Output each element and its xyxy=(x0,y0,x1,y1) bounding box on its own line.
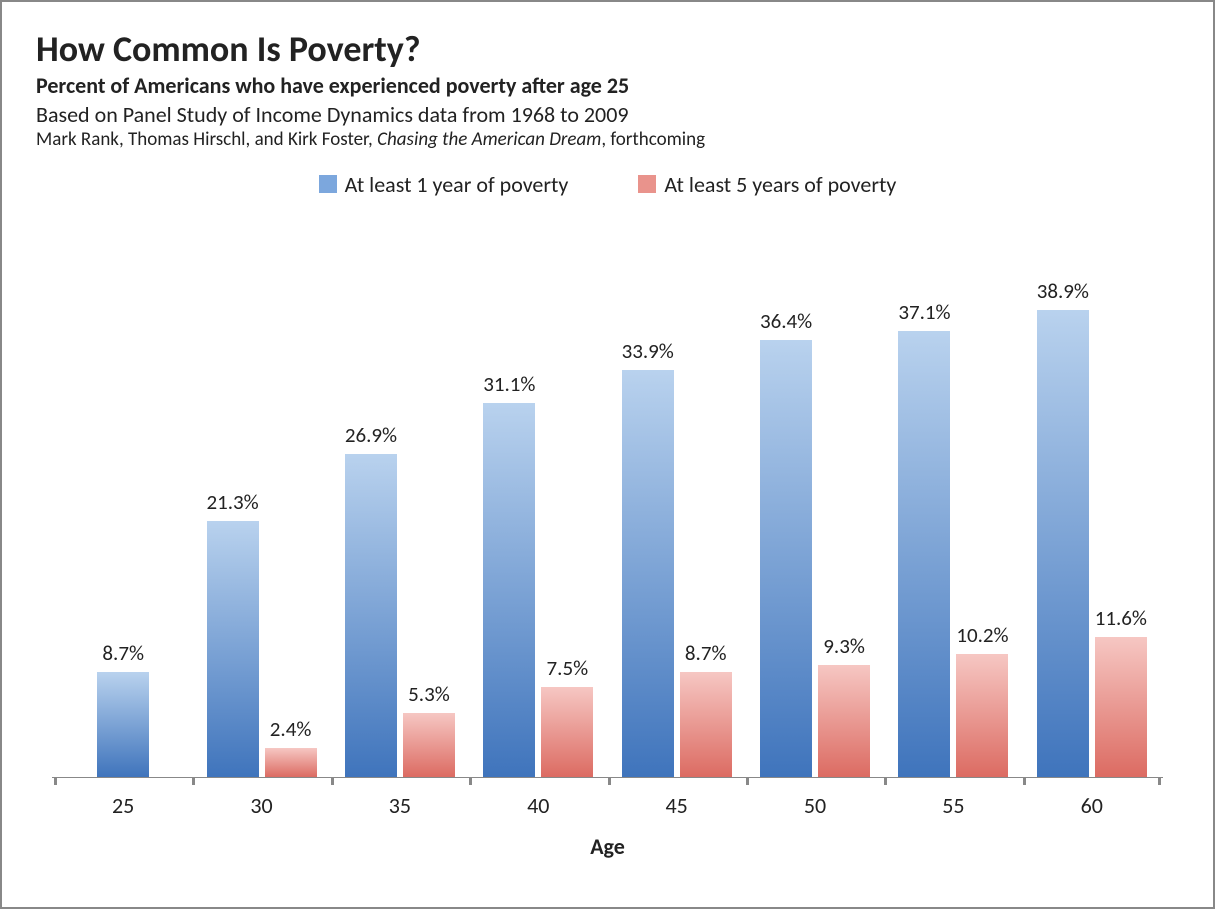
legend-swatch-series1 xyxy=(319,175,337,193)
value-label-series2: 9.3% xyxy=(823,633,865,659)
bar-series2: 10.2% xyxy=(956,654,1008,776)
value-label-series2: 7.5% xyxy=(547,655,589,681)
chart-source: Based on Panel Study of Income Dynamics … xyxy=(36,101,1179,128)
bar-group: 21.3%2.4% xyxy=(192,238,330,777)
bar-col-series1: 36.4% xyxy=(760,238,812,777)
legend-label-series1: At least 1 year of poverty xyxy=(345,171,569,198)
x-tick xyxy=(1023,777,1026,785)
bar-col-series1: 21.3% xyxy=(207,238,259,777)
chart-subtitle: Percent of Americans who have experience… xyxy=(36,72,1179,99)
bar-series1: 26.9% xyxy=(345,454,397,777)
bar-series1: 37.1% xyxy=(898,331,950,776)
plot: 8.7%21.3%2.4%26.9%5.3%31.1%7.5%33.9%8.7%… xyxy=(52,238,1163,778)
bar-col-series2: 8.7% xyxy=(680,238,732,777)
bar-col-series2: 9.3% xyxy=(818,238,870,777)
x-label: 40 xyxy=(469,792,607,819)
bar-col-series1: 33.9% xyxy=(622,238,674,777)
value-label-series1: 8.7% xyxy=(102,640,144,666)
value-label-series2: 2.4% xyxy=(270,716,312,742)
x-label: 60 xyxy=(1023,792,1161,819)
bar-group: 31.1%7.5% xyxy=(469,238,607,777)
bar-group: 38.9%11.6% xyxy=(1023,238,1161,777)
legend-label-series2: At least 5 years of poverty xyxy=(664,171,896,198)
bar-group: 26.9%5.3% xyxy=(331,238,469,777)
value-label-series2: 11.6% xyxy=(1095,605,1147,631)
x-tick xyxy=(331,777,334,785)
bar-series1: 21.3% xyxy=(207,521,259,777)
value-label-series1: 26.9% xyxy=(345,422,397,448)
x-tick xyxy=(746,777,749,785)
bar-series2: 8.7% xyxy=(680,672,732,776)
legend-item-series2: At least 5 years of poverty xyxy=(638,171,896,198)
bar-col-series1: 38.9% xyxy=(1037,238,1089,777)
bar-series1: 31.1% xyxy=(483,403,535,776)
bar-group: 36.4%9.3% xyxy=(746,238,884,777)
bar-col-series1: 8.7% xyxy=(97,238,149,777)
legend: At least 1 year of poverty At least 5 ye… xyxy=(36,171,1179,198)
legend-item-series1: At least 1 year of poverty xyxy=(319,171,569,198)
chart-frame: How Common Is Poverty? Percent of Americ… xyxy=(0,0,1215,909)
bar-series2: 2.4% xyxy=(265,748,317,777)
bar-series2: 11.6% xyxy=(1095,637,1147,776)
bar-col-series2: 11.6% xyxy=(1095,238,1147,777)
bar-col-series2: 2.4% xyxy=(265,238,317,777)
bar-col-series1: 37.1% xyxy=(898,238,950,777)
bar-group: 8.7% xyxy=(54,238,192,777)
bar-series2: 9.3% xyxy=(818,665,870,777)
chart-title: How Common Is Poverty? xyxy=(36,30,1179,70)
credit-suffix: , forthcoming xyxy=(601,128,705,151)
x-tick xyxy=(54,777,57,785)
x-label: 55 xyxy=(884,792,1022,819)
bar-series1: 33.9% xyxy=(622,370,674,777)
bar-col-series1: 26.9% xyxy=(345,238,397,777)
value-label-series2: 8.7% xyxy=(685,640,727,666)
bar-col-series2: 5.3% xyxy=(403,238,455,777)
x-label: 45 xyxy=(608,792,746,819)
value-label-series1: 38.9% xyxy=(1037,278,1089,304)
credit-italic: Chasing the American Dream xyxy=(377,128,601,151)
bar-col-series2: 10.2% xyxy=(956,238,1008,777)
plot-area: 8.7%21.3%2.4%26.9%5.3%31.1%7.5%33.9%8.7%… xyxy=(52,238,1163,860)
x-label: 50 xyxy=(746,792,884,819)
value-label-series1: 21.3% xyxy=(206,489,258,515)
value-label-series1: 37.1% xyxy=(898,299,950,325)
bar-col-series2: 7.5% xyxy=(541,238,593,777)
x-label: 30 xyxy=(192,792,330,819)
x-label: 35 xyxy=(331,792,469,819)
value-label-series1: 31.1% xyxy=(483,371,535,397)
x-tick xyxy=(1158,777,1161,785)
bar-group: 37.1%10.2% xyxy=(884,238,1022,777)
value-label-series1: 36.4% xyxy=(760,308,812,334)
x-label: 25 xyxy=(54,792,192,819)
chart-credit: Mark Rank, Thomas Hirschl, and Kirk Fost… xyxy=(36,128,1179,151)
bar-series1: 38.9% xyxy=(1037,310,1089,777)
x-tick xyxy=(469,777,472,785)
value-label-series2: 10.2% xyxy=(956,622,1008,648)
legend-swatch-series2 xyxy=(638,175,656,193)
x-tick xyxy=(192,777,195,785)
bar-series1: 8.7% xyxy=(97,672,149,776)
bar-series2: 5.3% xyxy=(403,713,455,777)
bar-series2: 7.5% xyxy=(541,687,593,777)
bar-col-series1: 31.1% xyxy=(483,238,535,777)
credit-prefix: Mark Rank, Thomas Hirschl, and Kirk Fost… xyxy=(36,128,377,151)
bar-series1: 36.4% xyxy=(760,340,812,777)
x-tick xyxy=(608,777,611,785)
value-label-series1: 33.9% xyxy=(622,338,674,364)
x-labels: 2530354045505560 xyxy=(52,792,1163,819)
x-axis-title: Age xyxy=(52,833,1163,860)
x-tick xyxy=(884,777,887,785)
value-label-series2: 5.3% xyxy=(408,681,450,707)
bar-group: 33.9%8.7% xyxy=(608,238,746,777)
